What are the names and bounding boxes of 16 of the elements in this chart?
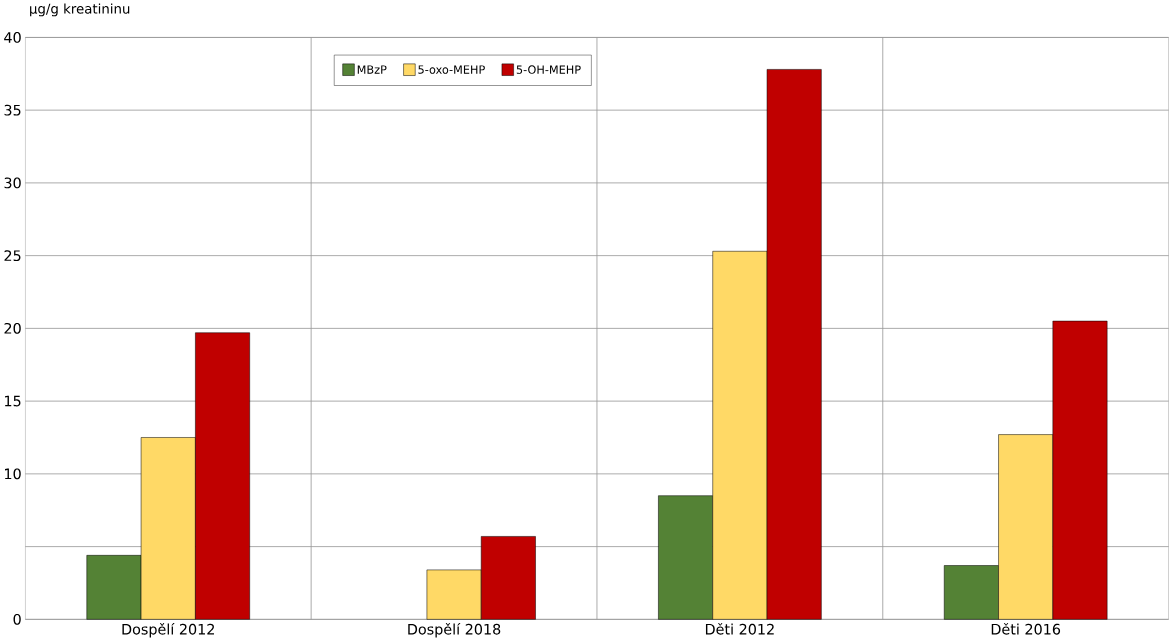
y-tick-label: 10: [5, 468, 21, 480]
x-tick-label: Děti 2016: [991, 623, 1061, 635]
y-tick-label: 40: [4, 32, 21, 43]
x-tick-label: Dospělí 2018: [408, 623, 501, 638]
legend-label: 5-OH-MEHP: [516, 65, 581, 74]
y-tick-label: 25: [4, 250, 21, 262]
y-tick-label: 15: [5, 395, 21, 407]
x-tick-label: Děti 2012: [705, 623, 774, 635]
y-tick-label: 30: [4, 177, 21, 189]
y-tick-label: 0: [13, 613, 21, 625]
legend-label: MBzP: [357, 65, 387, 74]
legend-label: 5-oxo-MEHP: [418, 65, 485, 74]
y-tick-label: 20: [4, 323, 21, 334]
x-tick-label: Dospělí 2012: [122, 623, 214, 638]
y-tick-label: 35: [4, 104, 21, 116]
y-axis-title: µg/g kreatininu: [30, 3, 130, 17]
